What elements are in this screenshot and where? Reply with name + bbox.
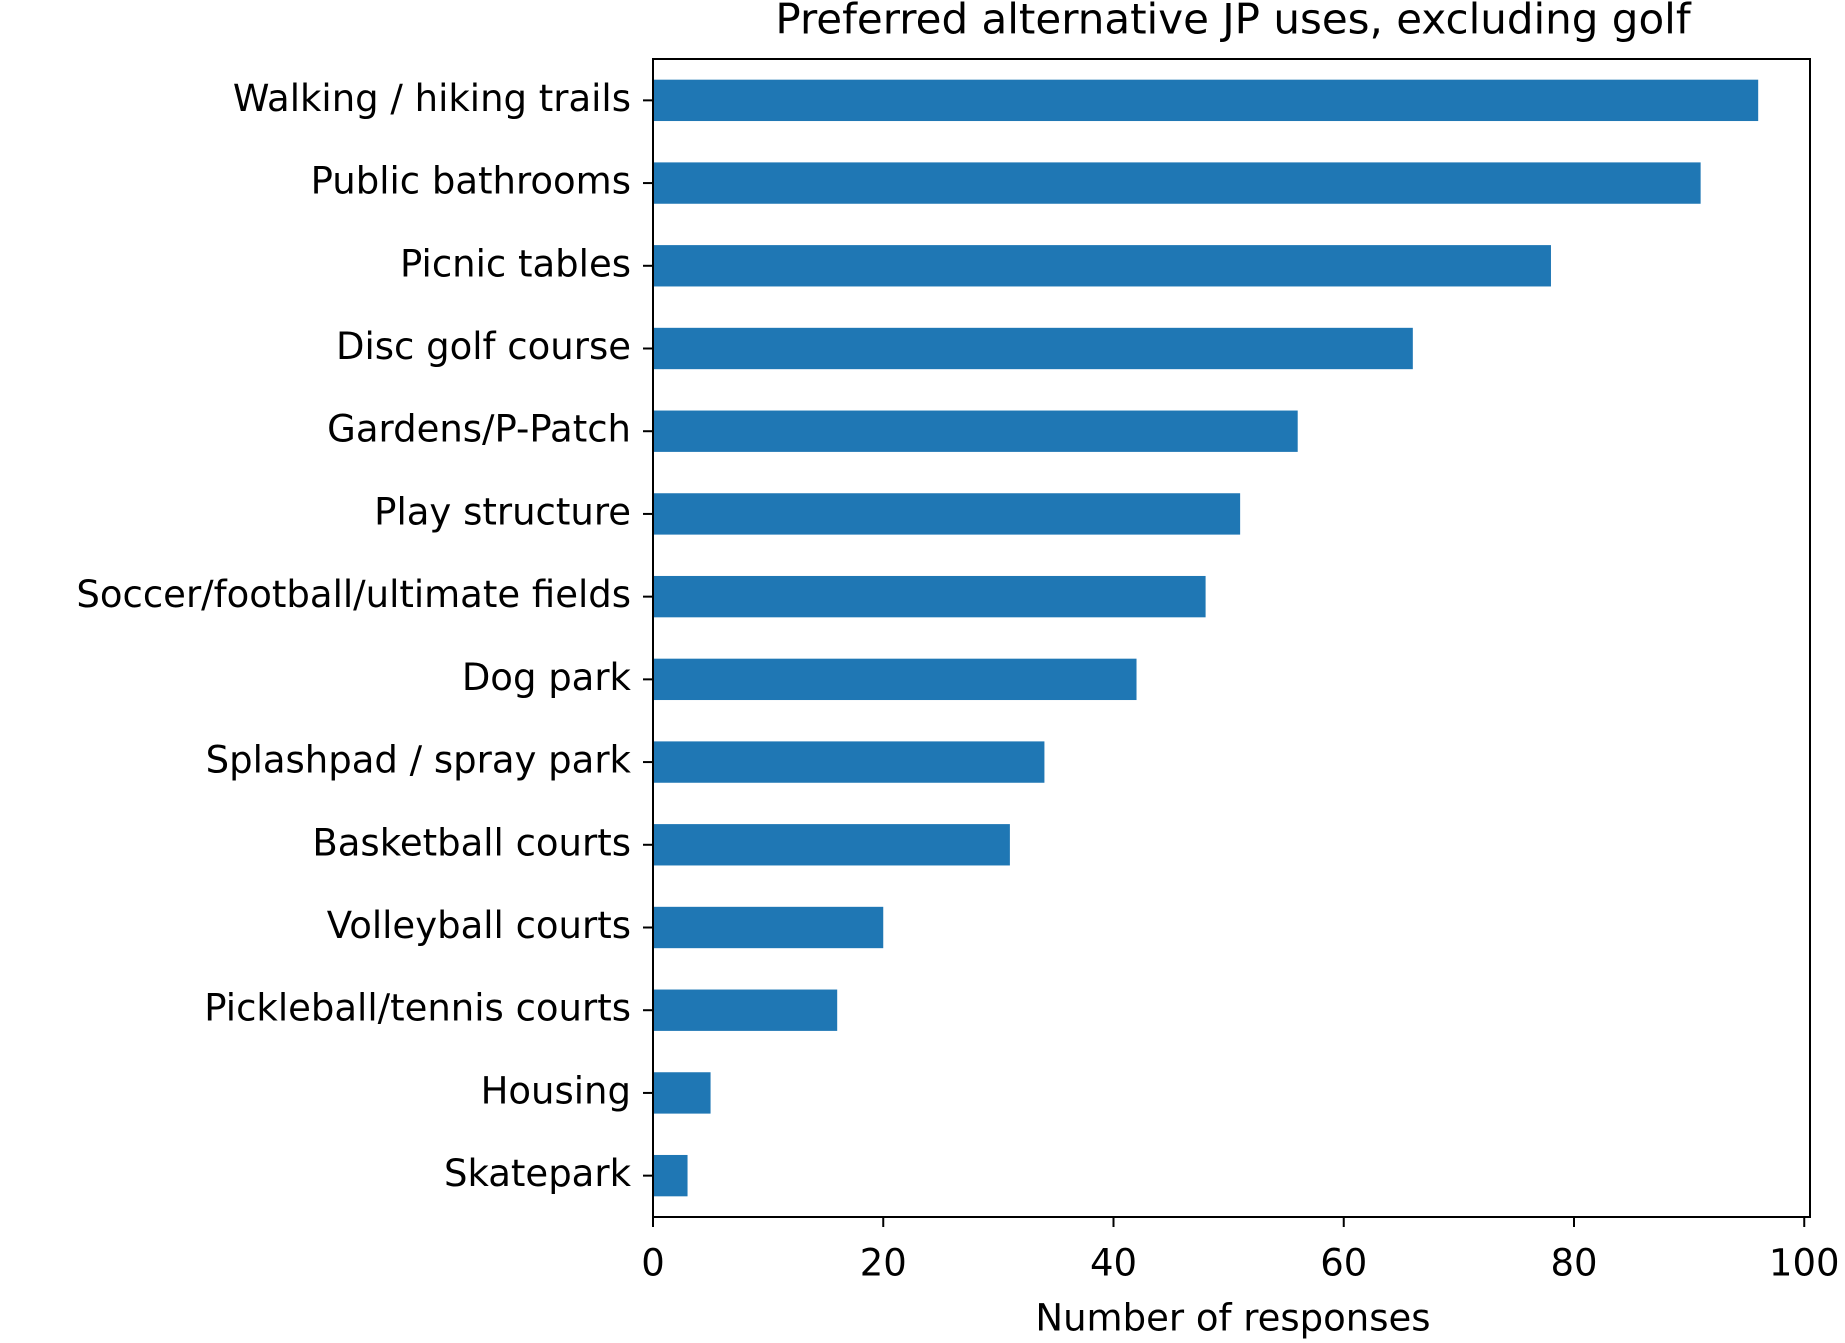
bar: [653, 575, 1206, 618]
y-tick-label: Skatepark: [444, 1152, 632, 1195]
x-axis-label: Number of responses: [1035, 1297, 1430, 1340]
chart-title: Preferred alternative JP uses, excluding…: [775, 0, 1691, 44]
bar: [653, 741, 1045, 783]
x-tick-label: 100: [1769, 1242, 1840, 1285]
x-tick-label: 20: [860, 1242, 907, 1285]
y-tick-label: Play structure: [374, 490, 631, 533]
x-tick-label: 60: [1320, 1242, 1367, 1285]
y-tick-label: Dog park: [462, 656, 632, 699]
y-tick-label: Public bathrooms: [311, 160, 631, 203]
y-tick-label: Basketball courts: [312, 821, 631, 864]
bar: [653, 79, 1759, 122]
x-tick-label: 40: [1090, 1242, 1137, 1285]
bar: [653, 493, 1241, 535]
bar: [653, 824, 1010, 866]
plot-frame: [652, 58, 1811, 1218]
y-tick-label: Soccer/football/ultimate fields: [76, 573, 631, 616]
bar: [653, 245, 1551, 287]
y-tick-label: Splashpad / spray park: [206, 739, 632, 782]
bar: [653, 658, 1137, 701]
y-tick-label: Disc golf course: [336, 325, 631, 368]
bar: [653, 906, 884, 949]
bar: [653, 410, 1298, 452]
bar: [653, 1154, 688, 1197]
y-tick-label: Housing: [481, 1069, 631, 1112]
x-tick-label: 80: [1550, 1242, 1597, 1285]
y-tick-label: Pickleball/tennis courts: [204, 987, 631, 1030]
x-tick-label: 0: [641, 1242, 665, 1285]
bar: [653, 162, 1701, 204]
bar: [653, 327, 1413, 370]
y-tick-label: Picnic tables: [400, 242, 631, 285]
y-tick-label: Walking / hiking trails: [233, 77, 631, 120]
bar: [653, 989, 838, 1031]
y-tick-label: Gardens/P-Patch: [327, 408, 631, 451]
bar: [653, 1072, 711, 1114]
y-tick-label: Volleyball courts: [327, 904, 631, 947]
